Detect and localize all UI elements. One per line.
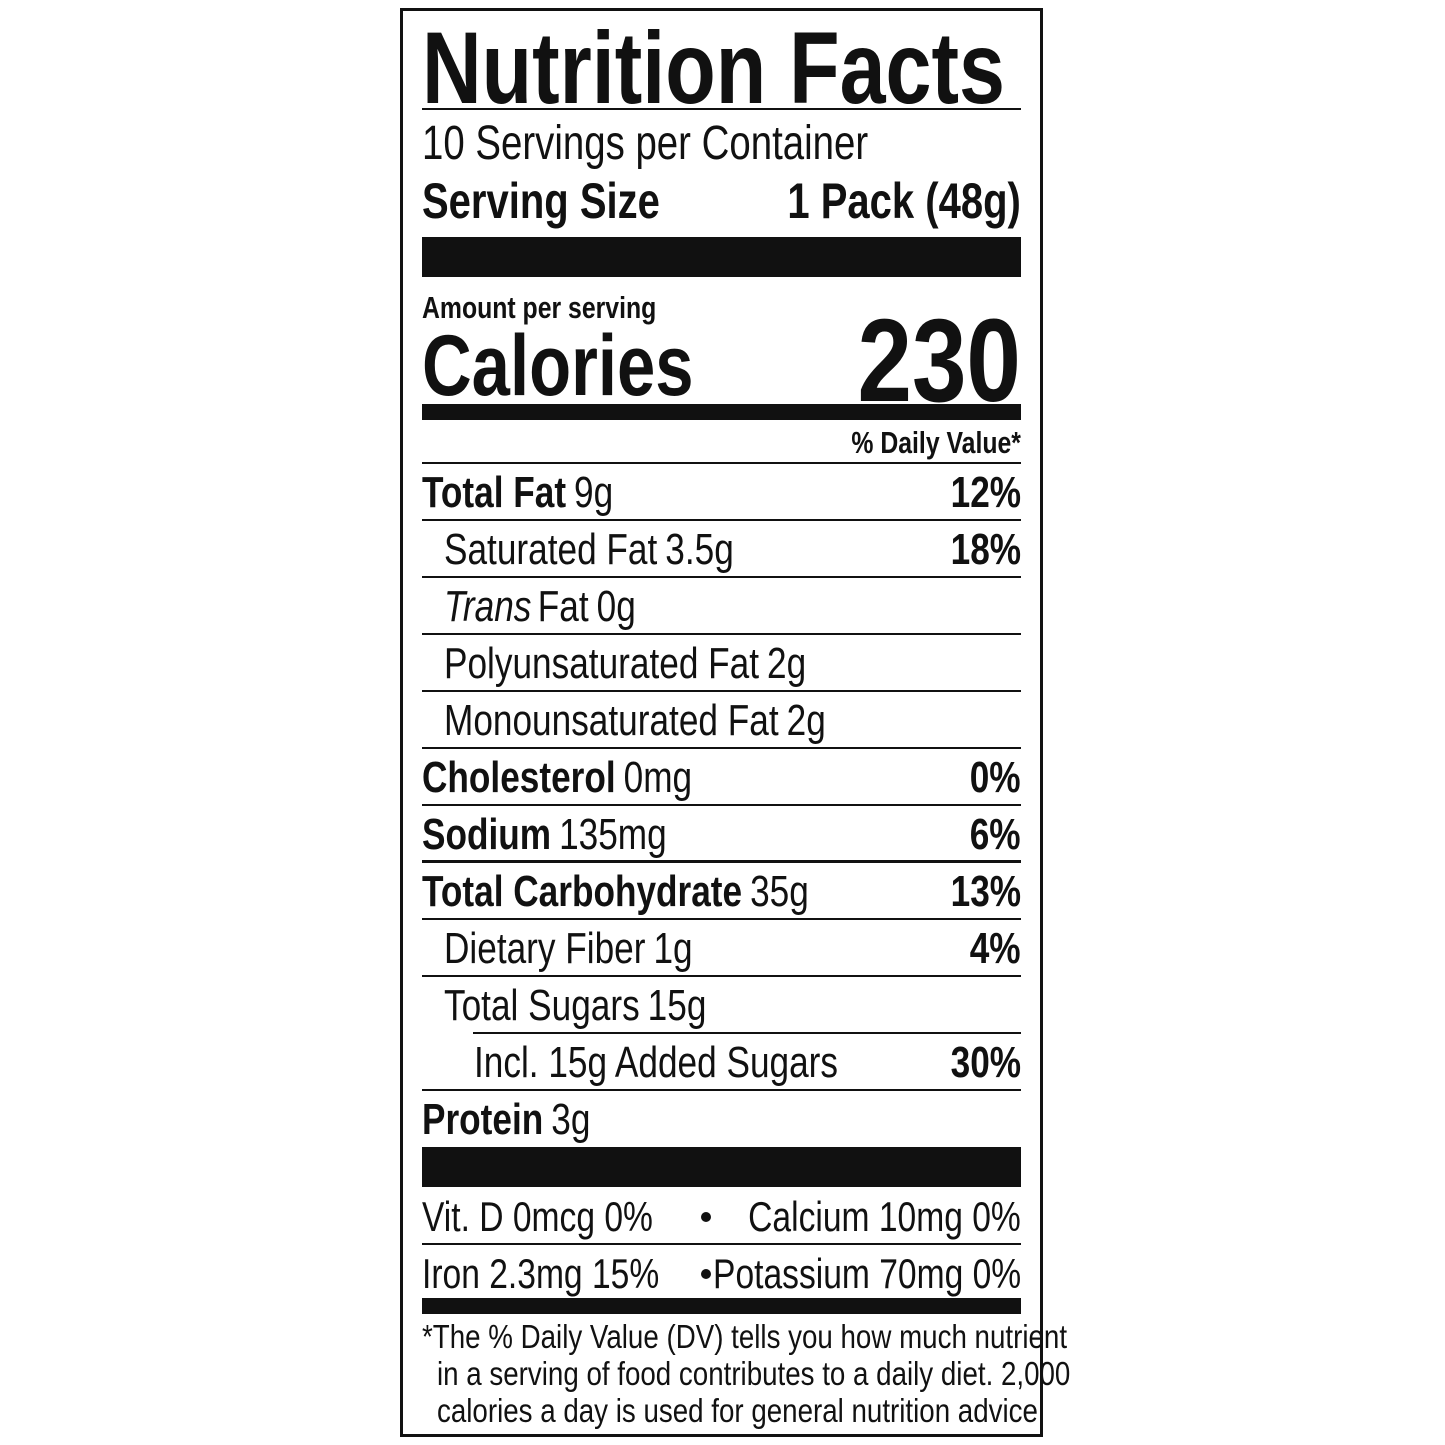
servings-row: 10 Servings per Container xyxy=(422,116,1021,172)
footnote-line: *The % Daily Value (DV) tells you how mu… xyxy=(422,1318,1068,1355)
nutrient-amount: 3.5g xyxy=(665,525,734,574)
nutrient-dv: 18% xyxy=(950,525,1021,574)
title: Nutrition Facts xyxy=(422,11,1005,125)
nutrient-dv: 0% xyxy=(970,753,1021,802)
serving-size-row: Serving Size 1 Pack (48g) xyxy=(422,173,1021,229)
nutrient-name: Cholesterol xyxy=(422,753,616,802)
calories-value: 230 xyxy=(857,295,1021,427)
nutrient-amount: 9g xyxy=(574,468,614,517)
nutrient-amount: 135mg xyxy=(559,810,667,859)
nutrient-row: Protein 3g xyxy=(422,1091,1021,1148)
nutrient-name: Dietary Fiber xyxy=(444,924,646,973)
nutrient-dv: 6% xyxy=(970,810,1021,859)
footnote: *The % Daily Value (DV) tells you how mu… xyxy=(422,1318,1070,1429)
nutrient-name: Total Carbohydrate xyxy=(422,867,743,916)
nutrient-dv: 13% xyxy=(950,867,1021,916)
title-row: Nutrition Facts xyxy=(422,11,1021,125)
vitamin: Calcium 10mg 0% xyxy=(748,1193,1021,1240)
nutrient-amount: 35g xyxy=(750,867,809,916)
thick-bar xyxy=(422,237,1021,277)
nutrient-name: Total Sugars xyxy=(444,981,640,1030)
nutrient-row: Saturated Fat 3.5g 18% xyxy=(422,521,1021,578)
footnote-line: calories a day is used for general nutri… xyxy=(437,1392,1038,1429)
nutrient-row: Incl. 15g Added Sugars 30% xyxy=(422,1034,1021,1091)
nutrient-dv: 30% xyxy=(950,1038,1021,1087)
rule xyxy=(422,462,1021,464)
vitamin: Iron 2.3mg 15% xyxy=(422,1250,660,1297)
serving-size-label: Serving Size xyxy=(422,173,660,229)
vitamin-row: Vit. D 0mcg 0% Calcium 10mg 0% xyxy=(422,1188,1021,1245)
nutrient-amount: 15g xyxy=(647,981,707,1030)
nutrient-row: Total Fat 9g 12% xyxy=(422,464,1021,521)
nutrition-label: Nutrition Facts 10 Servings per Containe… xyxy=(400,8,1070,1437)
medium-bar xyxy=(422,404,1021,420)
nutrient-row: Monounsaturated Fat 2g xyxy=(422,692,1021,749)
nutrient-name: Total Fat xyxy=(422,468,567,517)
serving-size-value: 1 Pack (48g) xyxy=(787,173,1021,229)
vitamin: Vit. D 0mcg 0% xyxy=(422,1193,653,1240)
amount-row: Amount per serving xyxy=(422,289,1021,327)
servings: 10 Servings per Container xyxy=(422,117,869,170)
calories-row: Calories 230 xyxy=(422,295,1021,427)
dv-header: % Daily Value* xyxy=(851,425,1021,460)
nutrient-row: Dietary Fiber 1g 4% xyxy=(422,920,1021,977)
nutrient-dv: 4% xyxy=(970,924,1021,973)
nutrient-row: Sodium 135mg 6% xyxy=(422,806,1021,863)
vitamin: Potassium 70mg 0% xyxy=(712,1250,1021,1297)
nutrient-name: Saturated Fat xyxy=(444,525,658,574)
nutrient-amount: 1g xyxy=(653,924,693,973)
nutrient-name-italic: Trans xyxy=(444,582,532,631)
nutrient-amount: 2g xyxy=(786,696,826,745)
footnote-line: in a serving of food contributes to a da… xyxy=(437,1355,1071,1392)
amount-per-serving: Amount per serving xyxy=(422,290,657,325)
calories-label: Calories xyxy=(422,318,694,414)
nutrient-amount: 2g xyxy=(767,639,807,688)
nutrient-amount: 0g xyxy=(596,582,636,631)
nutrient-name: Monounsaturated Fat xyxy=(444,696,779,745)
nutrient-name: Protein xyxy=(422,1095,544,1144)
nutrient-name: Sodium xyxy=(422,810,552,859)
nutrient-row: Trans Fat 0g xyxy=(422,578,1021,635)
rule xyxy=(473,1032,1021,1034)
nutrient-name: Incl. 15g Added Sugars xyxy=(474,1038,838,1087)
nutrient-dv: 12% xyxy=(950,468,1021,517)
nutrient-amount: 0mg xyxy=(623,753,693,802)
bullet xyxy=(701,1212,711,1222)
rule xyxy=(422,108,1021,110)
dv-row: % Daily Value* xyxy=(422,423,1021,463)
nutrient-name: Fat xyxy=(537,582,589,631)
nutrient-name: Polyunsaturated Fat xyxy=(444,639,760,688)
bullet xyxy=(701,1269,711,1279)
nutrient-row: Total Carbohydrate 35g 13% xyxy=(422,863,1021,920)
medium-bar xyxy=(422,1298,1021,1314)
nutrient-row: Polyunsaturated Fat 2g xyxy=(422,635,1021,692)
nutrient-amount: 3g xyxy=(551,1095,591,1144)
nutrient-row: Total Sugars 15g xyxy=(422,977,1021,1034)
vitamin-row: Iron 2.3mg 15% Potassium 70mg 0% xyxy=(422,1245,1021,1302)
nutrient-row: Cholesterol 0mg 0% xyxy=(422,749,1021,806)
thick-bar xyxy=(422,1147,1021,1187)
